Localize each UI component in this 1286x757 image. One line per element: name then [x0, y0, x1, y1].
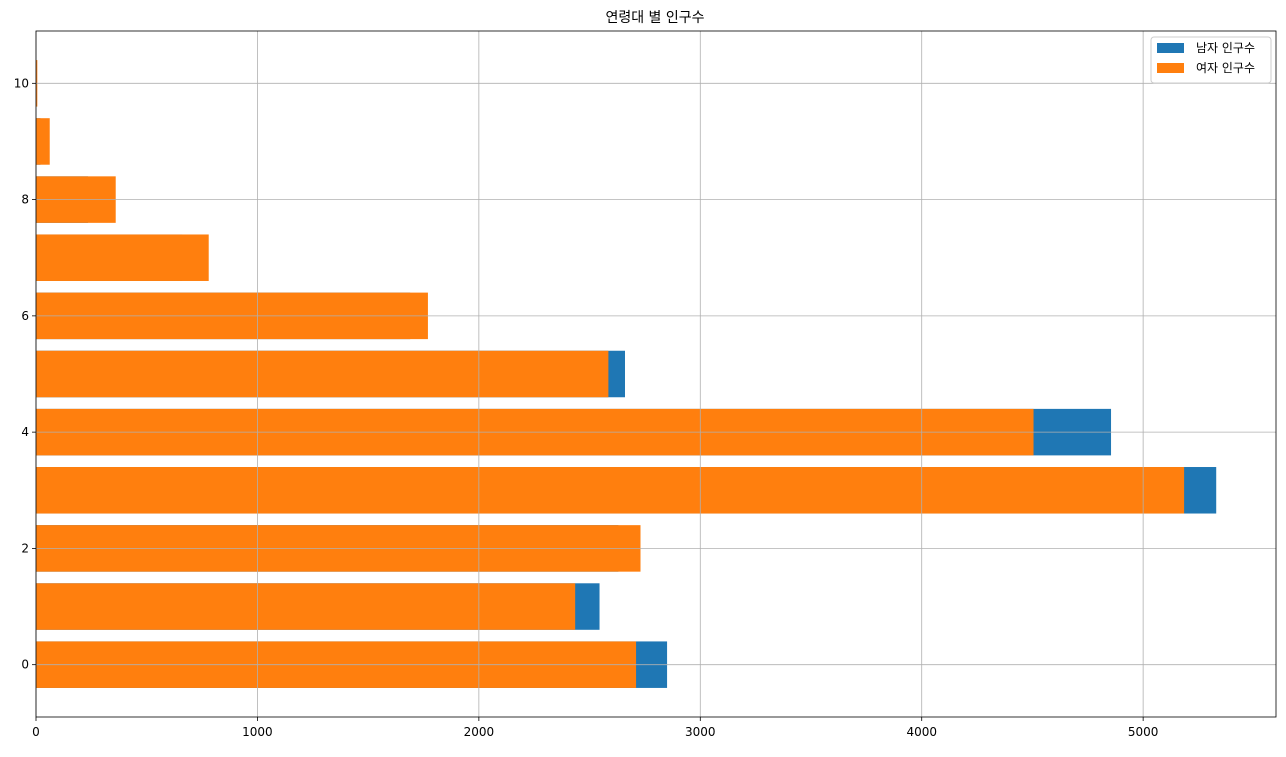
y-tick-label-6: 6 [21, 309, 29, 323]
x-tick-label-3000: 3000 [685, 725, 716, 739]
legend: 남자 인구수 여자 인구수 [1150, 36, 1272, 84]
legend-label-male: 남자 인구수 [1196, 41, 1255, 55]
grid-layer [35, 31, 1276, 717]
x-tick-label-5000: 5000 [1128, 725, 1159, 739]
x-tick-label-4000: 4000 [906, 725, 937, 739]
bar-series-1-cat-7 [36, 234, 209, 281]
y-tick-label-10: 10 [14, 76, 29, 90]
legend-swatch-female [1157, 63, 1184, 73]
bars-layer [36, 60, 1217, 688]
x-tick-label-0: 0 [32, 725, 40, 739]
x-tick-label-1000: 1000 [242, 725, 273, 739]
x-tick-label-2000: 2000 [464, 725, 495, 739]
chart-title: 연령대 별 인구수 [605, 10, 704, 26]
legend-label-female: 여자 인구수 [1196, 61, 1255, 75]
axes-layer: 0 1000 2000 3000 4000 5000 0 2 4 6 8 10 [14, 30, 1277, 739]
bar-series-1-cat-3 [36, 467, 1185, 514]
legend-swatch-male [1157, 43, 1184, 53]
y-tick-label-8: 8 [21, 193, 29, 207]
bar-series-1-cat-1 [36, 583, 576, 630]
y-tick-label-4: 4 [21, 425, 29, 439]
bar-series-1-cat-9 [36, 118, 50, 165]
bar-series-1-cat-5 [36, 350, 609, 398]
y-tick-label-2: 2 [21, 541, 29, 555]
plot-frame [35, 30, 1277, 718]
y-tick-label-0: 0 [21, 658, 29, 672]
